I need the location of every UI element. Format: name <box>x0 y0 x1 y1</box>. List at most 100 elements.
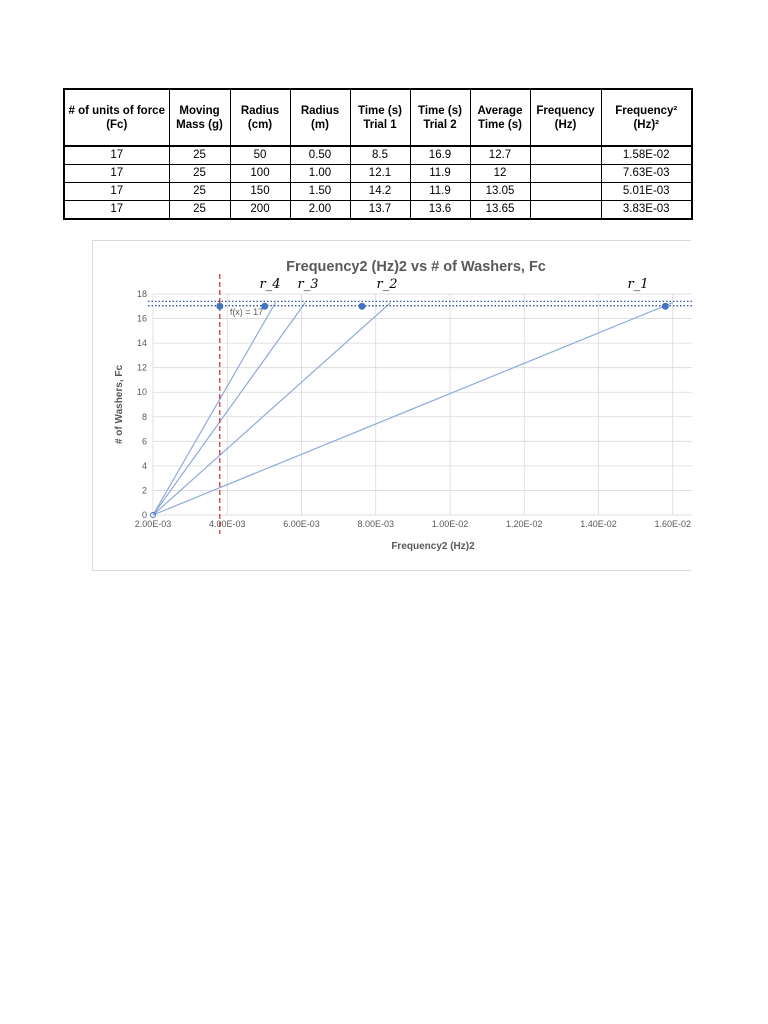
table-header-row: # of units of force (Fᴄ) Moving Mass (g) Rad… <box>63 88 693 147</box>
table-cell: 25 <box>168 200 231 220</box>
table-cell: 14.2 <box>349 182 411 201</box>
table-header-cell: # of units of force (Fᴄ) <box>63 88 170 147</box>
table-cell: 13.7 <box>349 200 411 220</box>
header-text: Time (s) <box>358 104 402 117</box>
table-header-cell: Radius (cm) <box>229 88 291 147</box>
table-cell: 13.6 <box>409 200 471 220</box>
table-header-cell: Time (s) Trial 2 <box>409 88 471 147</box>
table-cell <box>529 164 602 183</box>
x-tick-label: 1.40E-02 <box>580 519 617 529</box>
table-row: 17 25 150 1.50 14.2 11.9 13.05 5.01E-03 <box>63 182 693 201</box>
radius-label: r_4 <box>260 277 281 292</box>
header-text: (cm) <box>247 118 273 131</box>
chart-title: Frequency2 (Hz)2 vs # of Washers, Fc <box>286 259 546 275</box>
table-cell: 12.7 <box>469 146 531 165</box>
x-tick-label: 1.00E-02 <box>432 519 469 529</box>
header-text: Radius <box>300 104 340 117</box>
table-cell: 12.1 <box>349 164 411 183</box>
table-cell: 100 <box>229 164 291 183</box>
y-tick-label: 14 <box>137 338 147 348</box>
table-cell: 2.00 <box>289 200 351 220</box>
table-header-cell: Radius (m) <box>289 88 351 147</box>
table-row: 17 25 200 2.00 13.7 13.6 13.65 3.83E-03 <box>63 200 693 220</box>
table-cell: 8.5 <box>349 146 411 165</box>
chart-area: 0 2 4 6 8 10 12 14 16 18 2.00E-03 4.00E-03 6.00E-03 8… <box>92 240 692 571</box>
table-cell: 11.9 <box>409 164 471 183</box>
table-row: 17 25 100 1.00 12.1 11.9 12 7.63E-03 <box>63 164 693 183</box>
header-text: Trial 2 <box>423 118 457 131</box>
header-text: (Hz)² <box>633 118 660 131</box>
table-cell <box>529 146 602 165</box>
table-cell: 25 <box>168 182 231 201</box>
table-cell: 5.01E-03 <box>600 182 693 201</box>
header-text: # of units of force <box>68 104 165 117</box>
fx-annotation: f(x) = 17 <box>230 307 263 317</box>
data-table: # of units of force (Fᴄ) Moving Mass (g) Rad… <box>63 88 693 220</box>
radius-line-r2 <box>152 302 391 516</box>
table-header-cell: Time (s) Trial 1 <box>349 88 411 147</box>
header-text: (Fᴄ) <box>106 118 128 131</box>
table-cell: 11.9 <box>409 182 471 201</box>
header-text: Average <box>477 104 523 117</box>
radius-label: r_2 <box>377 277 398 292</box>
header-text: Moving <box>179 104 220 117</box>
table-header-cell: Frequency² (Hz)² <box>600 88 693 147</box>
header-text: Trial 1 <box>363 118 397 131</box>
table-cell: 1.58E-02 <box>600 146 693 165</box>
x-tick-label: 1.20E-02 <box>506 519 543 529</box>
x-tick-label: 6.00E-03 <box>283 519 320 529</box>
table-cell: 17 <box>63 182 170 201</box>
table-header-cell: Moving Mass (g) <box>168 88 231 147</box>
x-tick-label: 4.00E-03 <box>209 519 246 529</box>
table-cell: 17 <box>63 200 170 220</box>
table-cell: 12 <box>469 164 531 183</box>
table-cell <box>529 182 602 201</box>
header-text: Frequency <box>536 104 595 117</box>
table-cell: 17 <box>63 164 170 183</box>
y-tick-label: 2 <box>142 485 147 495</box>
data-point <box>261 302 269 310</box>
table-cell: 150 <box>229 182 291 201</box>
table-cell: 0.50 <box>289 146 351 165</box>
origin-point <box>150 512 156 518</box>
header-text: Time (s) <box>418 104 462 117</box>
radius-label: r_1 <box>628 277 649 292</box>
y-tick-label: 16 <box>137 314 147 324</box>
radius-label: r_3 <box>298 277 319 292</box>
table-body: 17 25 50 0.50 8.5 16.9 12.7 1.58E-02 17 25 100 1.00… <box>63 146 693 220</box>
table-cell <box>529 200 602 220</box>
data-point <box>358 302 366 310</box>
x-axis-title: Frequency2 (Hz)2 <box>391 541 475 552</box>
header-text: Mass (g) <box>176 118 223 131</box>
y-tick-label: 0 <box>142 510 147 520</box>
table-cell: 16.9 <box>409 146 471 165</box>
table-header-cell: Average Time (s) <box>469 88 531 147</box>
y-tick-label: 4 <box>142 461 147 471</box>
y-tick-label: 18 <box>137 289 147 299</box>
table-cell: 200 <box>229 200 291 220</box>
y-tick-label: 12 <box>137 363 147 373</box>
data-point <box>661 302 669 310</box>
chart-svg: 0 2 4 6 8 10 12 14 16 18 2.00E-03 4.00E-03 6.00E-03 8… <box>114 259 692 552</box>
header-text: (m) <box>311 118 329 131</box>
y-tick-label: 8 <box>142 412 147 422</box>
table-row: 17 25 50 0.50 8.5 16.9 12.7 1.58E-02 <box>63 146 693 165</box>
radius-line-r4 <box>152 302 277 516</box>
table-cell: 25 <box>168 146 231 165</box>
y-axis-title: # of Washers, Fc <box>114 365 125 445</box>
header-text: (Hz) <box>554 118 577 131</box>
table-cell: 13.65 <box>469 200 531 220</box>
table-cell: 50 <box>229 146 291 165</box>
table-cell: 1.50 <box>289 182 351 201</box>
table-header-cell: Frequency (Hz) <box>529 88 602 147</box>
radius-line-r1 <box>152 302 673 516</box>
table-cell: 7.63E-03 <box>600 164 693 183</box>
header-text: Frequency² <box>615 104 678 117</box>
radius-line-r3 <box>152 302 306 516</box>
data-point <box>216 302 224 310</box>
table-cell: 1.00 <box>289 164 351 183</box>
table-cell: 17 <box>63 146 170 165</box>
table-cell: 3.83E-03 <box>600 200 693 220</box>
y-tick-label: 10 <box>137 387 147 397</box>
x-tick-label: 2.00E-03 <box>135 519 172 529</box>
